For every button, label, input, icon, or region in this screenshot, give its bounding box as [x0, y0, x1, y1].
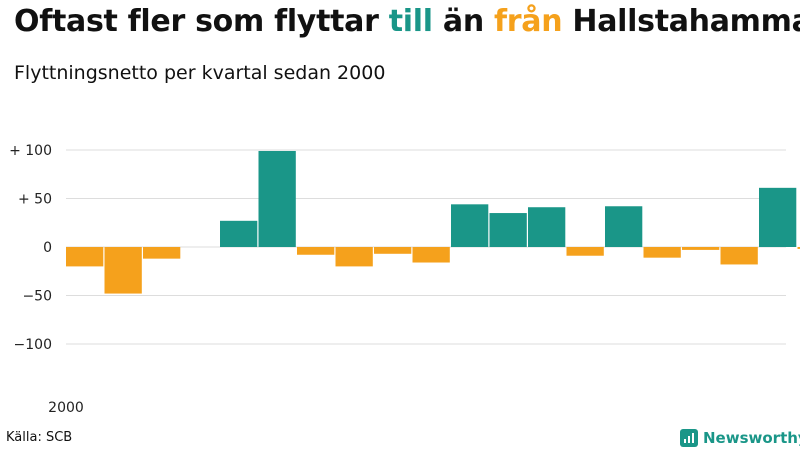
bar-q20: [797, 247, 800, 249]
y-tick-label-0: + 100: [9, 143, 52, 159]
chart-subtitle: Flyttningsnetto per kvartal sedan 2000: [14, 62, 386, 84]
y-tick-label-4: −100: [14, 337, 52, 353]
bars: [66, 150, 800, 294]
bar-q1: [66, 247, 104, 267]
bar-q12: [489, 213, 527, 247]
x-tick-label-2000: 2000: [48, 400, 84, 416]
newsworthy-logo-icon: [680, 429, 698, 447]
brand-name: Newsworthy: [703, 429, 800, 447]
title-word-till: till: [388, 4, 433, 39]
chart-title: Oftast fler som flyttar till än från Hal…: [14, 4, 800, 39]
bar-q19: [759, 187, 797, 247]
x-axis-ticks: 20002005201020152020: [48, 400, 84, 416]
title-part-1: Oftast fler som flyttar: [14, 4, 389, 39]
source-note: Källa: SCB: [6, 430, 73, 445]
bar-q11: [451, 204, 489, 247]
y-axis-ticks: + 100 + 50 0 −50 −100: [9, 143, 52, 353]
y-tick-label-3: −50: [22, 289, 52, 305]
bar-q7: [297, 247, 335, 255]
bar-q16: [643, 247, 681, 258]
bar-q9: [374, 247, 412, 254]
bar-chart: + 100 + 50 0 −50 −100 20002005201020152020: [9, 143, 800, 416]
bar-q13: [528, 207, 566, 247]
bar-q15: [605, 206, 643, 247]
bar-q14: [566, 247, 604, 256]
title-part-3: än: [432, 4, 495, 39]
bar-q2: [104, 247, 142, 294]
bar-q6: [258, 150, 296, 247]
newsworthy-brand: Newsworthy: [680, 428, 800, 448]
bar-q18: [720, 247, 758, 265]
title-word-fran: från: [494, 4, 563, 39]
bar-q8: [335, 247, 373, 267]
bar-q17: [682, 247, 720, 250]
bar-q3: [143, 247, 181, 259]
bar-q5: [220, 220, 258, 247]
bar-q10: [412, 247, 450, 263]
y-tick-label-1: + 50: [18, 192, 52, 208]
y-tick-label-2: 0: [43, 240, 52, 256]
title-part-5: Hallstahammar: [562, 4, 800, 39]
